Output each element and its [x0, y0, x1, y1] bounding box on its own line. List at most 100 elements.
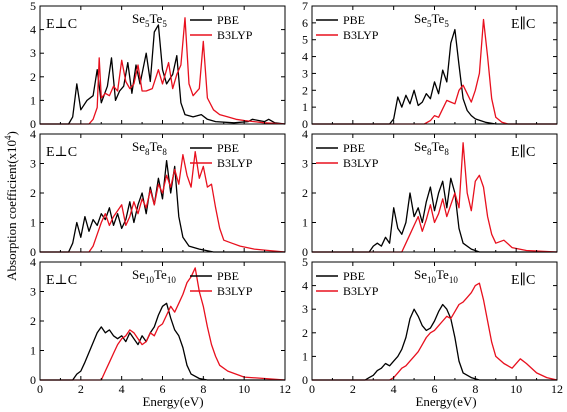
- compound-title: Se8Te8: [132, 139, 167, 157]
- series-line-b3lyp: [312, 282, 558, 381]
- legend-label-b3lyp: B3LYP: [343, 156, 379, 170]
- y-tick-label: 2: [30, 186, 36, 200]
- y-tick-label: 2: [30, 70, 36, 84]
- legend-label-pbe: PBE: [217, 269, 239, 283]
- series-line-pbe: [40, 159, 285, 253]
- compound-title-part: 10: [427, 275, 437, 285]
- legend-label-pbe: PBE: [343, 269, 365, 283]
- x-tick-label: 8: [200, 382, 206, 396]
- series-line-b3lyp: [40, 267, 286, 381]
- y-tick-label: 1: [30, 344, 36, 358]
- compound-title-part: 8: [427, 147, 432, 157]
- y-tick-label: 6: [302, 16, 308, 30]
- polarization-label: E∥C: [511, 272, 535, 288]
- compound-title-part: Te: [150, 139, 163, 154]
- y-tick-label: 2: [30, 314, 36, 328]
- legend-label-b3lyp: B3LYP: [343, 284, 379, 298]
- y-tick-label: 5: [302, 33, 308, 47]
- compound-title-part: 8: [162, 147, 167, 157]
- series-line-b3lyp: [40, 17, 286, 125]
- compound-title-part: 10: [167, 275, 177, 285]
- series-line-pbe: [312, 177, 557, 253]
- legend-label-pbe: PBE: [217, 141, 239, 155]
- y-tick-label: 5: [302, 255, 308, 269]
- compound-title: Se8Te8: [414, 139, 449, 157]
- x-tick-label: 8: [472, 382, 478, 396]
- series-line-pbe: [312, 28, 557, 125]
- compound-title-part: Se: [414, 267, 427, 282]
- x-axis-label-left: Energy(eV): [142, 394, 203, 409]
- x-tick-label: 10: [510, 382, 522, 396]
- y-tick-label: 2: [302, 83, 308, 97]
- polarization-label: E∥C: [511, 16, 535, 32]
- y-tick-label: 4: [30, 23, 36, 37]
- series-line-pbe: [40, 24, 286, 125]
- x-tick-label: 4: [119, 382, 125, 396]
- compound-title-part: Te: [432, 139, 445, 154]
- x-tick-label: 2: [78, 382, 84, 396]
- compound-title-part: Se: [132, 139, 145, 154]
- x-tick-label: 12: [551, 382, 563, 396]
- y-axis-label-close: ): [4, 131, 19, 135]
- y-tick-label: 0: [302, 117, 308, 131]
- y-tick-label: 3: [302, 302, 308, 316]
- compound-title-part: 8: [444, 147, 449, 157]
- y-tick-label: 0: [302, 245, 308, 259]
- x-tick-label: 4: [391, 382, 397, 396]
- series-line-pbe: [40, 302, 285, 381]
- compound-title-part: Te: [432, 11, 445, 26]
- y-tick-label: 3: [302, 66, 308, 80]
- compound-title-part: Se: [414, 139, 427, 154]
- y-tick-label: 4: [30, 255, 36, 269]
- x-tick-label: 12: [279, 382, 291, 396]
- compound-title-part: Se: [414, 11, 427, 26]
- compound-title-part: 5: [162, 19, 167, 29]
- polarization-label: E⊥C: [46, 17, 77, 32]
- series-line-b3lyp: [312, 142, 558, 253]
- y-tick-label: 3: [30, 46, 36, 60]
- compound-title-part: 10: [449, 275, 459, 285]
- y-axis-label-exp: 4: [3, 135, 13, 140]
- polarization-label: E⊥C: [46, 273, 77, 288]
- compound-title-part: 5: [427, 19, 432, 29]
- y-tick-label: 4: [302, 279, 308, 293]
- compound-title-part: 10: [145, 275, 155, 285]
- y-axis-label-main: Absorption coefficient(x10: [4, 140, 19, 281]
- compound-title-part: Se: [132, 267, 145, 282]
- y-tick-label: 2: [302, 326, 308, 340]
- y-tick-label: 3: [30, 285, 36, 299]
- y-tick-label: 1: [302, 349, 308, 363]
- y-tick-label: 4: [30, 127, 36, 141]
- legend-label-b3lyp: B3LYP: [343, 28, 379, 42]
- compound-title-part: Te: [436, 267, 449, 282]
- compound-title-part: 5: [145, 19, 150, 29]
- y-tick-label: 5: [30, 0, 36, 13]
- compound-title: Se5Te5: [414, 11, 449, 29]
- compound-title-part: Se: [132, 11, 145, 26]
- legend-label-b3lyp: B3LYP: [217, 284, 253, 298]
- compound-title-part: Te: [150, 11, 163, 26]
- x-tick-label: 6: [432, 382, 438, 396]
- y-tick-label: 1: [30, 216, 36, 230]
- legend-label-b3lyp: B3LYP: [217, 156, 253, 170]
- y-tick-label: 4: [302, 50, 308, 64]
- x-tick-label: 0: [309, 382, 315, 396]
- y-tick-label: 7: [302, 0, 308, 13]
- compound-title: Se10Te10: [414, 267, 458, 285]
- compound-title-part: 5: [444, 19, 449, 29]
- y-tick-label: 0: [30, 245, 36, 259]
- y-axis-label: Absorption coefficient(x104): [3, 131, 19, 281]
- y-tick-label: 1: [30, 93, 36, 107]
- series-line-b3lyp: [40, 151, 286, 253]
- legend-label-pbe: PBE: [343, 141, 365, 155]
- y-tick-label: 1: [302, 216, 308, 230]
- y-tick-label: 0: [30, 117, 36, 131]
- x-axis-label-right: Energy(eV): [415, 394, 476, 409]
